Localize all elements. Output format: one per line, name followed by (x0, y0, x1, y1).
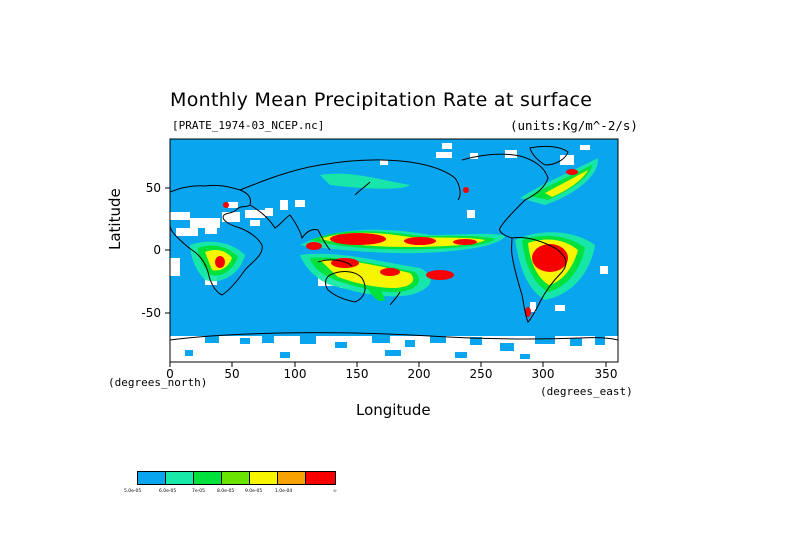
colorbar-label: 1.0e-04 (275, 489, 293, 494)
colorbar-swatch (165, 471, 194, 485)
x-tick-label: 0 (166, 367, 174, 381)
colorbar-label: 8.0e-05 (217, 489, 235, 494)
colorbar-label: 6.0e-05 (159, 489, 177, 494)
colorbar-swatch (221, 471, 250, 485)
x-tick-label: 250 (469, 367, 493, 381)
x-axis-unit-label: (degrees_east) (540, 385, 633, 398)
y-tick-label: 0 (153, 243, 161, 257)
x-axis-label: Longitude (356, 401, 431, 419)
coastlines (170, 145, 618, 341)
units-label: (units:Kg/m^-2/s) (510, 118, 638, 133)
axis-ticks (165, 187, 607, 367)
map-title: Monthly Mean Precipitation Rate at surfa… (170, 89, 593, 111)
x-tick-label: 150 (345, 367, 369, 381)
y-tick-label: -50 (141, 306, 161, 320)
colorbar-label: ∞ (333, 489, 337, 494)
colorbar-swatch (193, 471, 222, 485)
x-tick-label: 100 (283, 367, 307, 381)
colorbar-swatch (137, 471, 166, 485)
colorbar-label: 9.0e-05 (245, 489, 263, 494)
file-label: [PRATE_1974-03_NCEP.nc] (172, 119, 325, 132)
colorbar-swatch (305, 471, 336, 485)
colorbar-swatch (249, 471, 278, 485)
y-axis-label: Latitude (106, 188, 124, 250)
x-tick-label: 50 (224, 367, 240, 381)
colorbar-swatch (277, 471, 306, 485)
y-tick-label: 50 (145, 181, 161, 195)
x-tick-label: 300 (531, 367, 555, 381)
colorbar-label: 5.0e-05 (124, 489, 142, 494)
x-tick-label: 200 (407, 367, 431, 381)
x-tick-label: 350 (594, 367, 618, 381)
y-axis-unit-label: (degrees_north) (108, 376, 208, 389)
precip-red (215, 169, 578, 317)
colorbar-label: 7e-05 (192, 489, 205, 494)
